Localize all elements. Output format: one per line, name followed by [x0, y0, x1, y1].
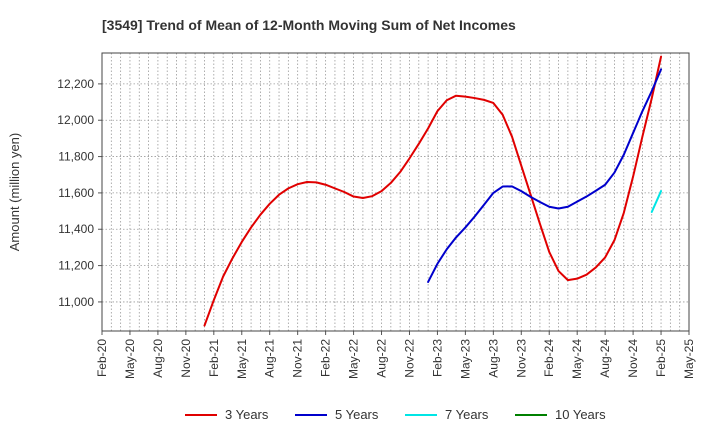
x-tick-label: Nov-23	[514, 339, 528, 378]
series-line-3-years	[203, 55, 663, 327]
legend-label-5-years: 5 Years	[335, 407, 379, 422]
x-tick-label: May-23	[458, 339, 472, 379]
legend-label-7-years: 7 Years	[445, 407, 489, 422]
y-tick-label: 11,400	[58, 222, 94, 236]
x-tick-label: Aug-22	[375, 339, 389, 378]
x-tick-label: Nov-24	[626, 339, 640, 378]
plot-area: 11,000 11,200 11,400 11,600 11,800 12,000 12,2…	[57, 52, 696, 379]
x-tick-label: Aug-20	[151, 339, 165, 378]
legend-label-3-years: 3 Years	[225, 407, 269, 422]
x-tick-label: Nov-22	[402, 339, 416, 378]
plot-background	[102, 53, 689, 331]
y-tick-label: 11,800	[58, 150, 94, 164]
x-tick-label: Aug-23	[486, 339, 500, 378]
x-tick-label: Aug-21	[263, 339, 277, 378]
series-line-7-years	[650, 190, 663, 213]
x-tick-label: Feb-20	[95, 339, 109, 377]
x-tick-label: Feb-21	[207, 339, 221, 377]
x-tick-label: Feb-23	[430, 339, 444, 377]
y-tick-label: 11,200	[58, 259, 94, 273]
plot-frame	[101, 52, 690, 332]
x-tick-label: May-21	[235, 339, 249, 379]
y-tick-label: 12,000	[57, 113, 94, 127]
x-tick-label: Feb-24	[542, 339, 556, 377]
x-tick-label: May-24	[570, 339, 584, 379]
chart-title: [3549] Trend of Mean of 12-Month Moving …	[102, 17, 516, 33]
x-tick-label: Aug-24	[598, 339, 612, 378]
x-tick-label: Feb-22	[319, 339, 333, 377]
x-tick-label: May-20	[123, 339, 137, 379]
x-tick-label: May-22	[347, 339, 361, 379]
legend: 3 Years 5 Years 7 Years 10 Years	[185, 407, 606, 422]
x-tick-label: May-25	[682, 339, 696, 379]
x-tick-label: Feb-25	[654, 339, 668, 377]
series-line-5-years	[427, 68, 663, 283]
x-tick-label: Nov-20	[179, 339, 193, 378]
y-tick-label: 11,600	[58, 186, 94, 200]
y-tick-label: 11,000	[58, 295, 94, 309]
legend-label-10-years: 10 Years	[555, 407, 606, 422]
y-axis-label: Amount (million yen)	[7, 133, 22, 252]
y-tick-label: 12,200	[57, 77, 94, 91]
x-tick-label: Nov-21	[291, 339, 305, 378]
